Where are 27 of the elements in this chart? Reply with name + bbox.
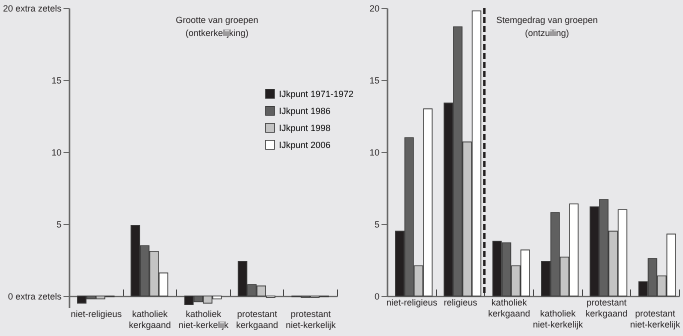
y-tick-label: 15 (51, 76, 62, 86)
x-tick-label: religieus (444, 298, 478, 308)
y-tick-label: 10 (51, 148, 62, 158)
x-tick-label: katholiek niet-kerkelijk (178, 309, 230, 330)
y-tick-label: 0 (374, 292, 380, 302)
x-tick-label: niet-religieus (70, 309, 122, 320)
legend-label: IJkpunt 1998 (279, 122, 331, 133)
y-tick-label: 20 (369, 4, 380, 14)
y-tick-label: 5 (374, 220, 380, 230)
legend-label: IJkpunt 2006 (279, 140, 331, 150)
y-tick-label: 20 extra zetels (2, 4, 62, 14)
x-tick-label: katholiek niet-kerkelijk (532, 308, 584, 330)
x-tick-label: niet-religieus (386, 298, 438, 308)
y-tick-label: 15 (369, 76, 380, 86)
x-tick-label: protestant kerkgaand (585, 298, 628, 318)
legend-label: IJkpunt 1986 (279, 106, 331, 116)
text: Grootte van groepen (ontkerkelijking) (176, 15, 258, 38)
x-tick-label: katholiek kerkgaand (128, 309, 171, 330)
legend-label: IJkpunt 1971-1972 (279, 88, 354, 99)
x-tick-label: protestant niet-kerkelijk (286, 309, 336, 330)
x-tick-label: katholiek kerkgaand (488, 298, 530, 318)
y-tick-label: 5 (56, 220, 62, 230)
text: Stemgedrag van groepen (ontzuiling) (496, 15, 598, 38)
y-tick-label: 0 extra zetels (8, 292, 62, 302)
x-tick-label: protestant niet-kerkelijk (630, 308, 681, 330)
y-tick-label: 10 (369, 148, 380, 158)
x-tick-label: protestant kerkgaand (236, 309, 278, 330)
